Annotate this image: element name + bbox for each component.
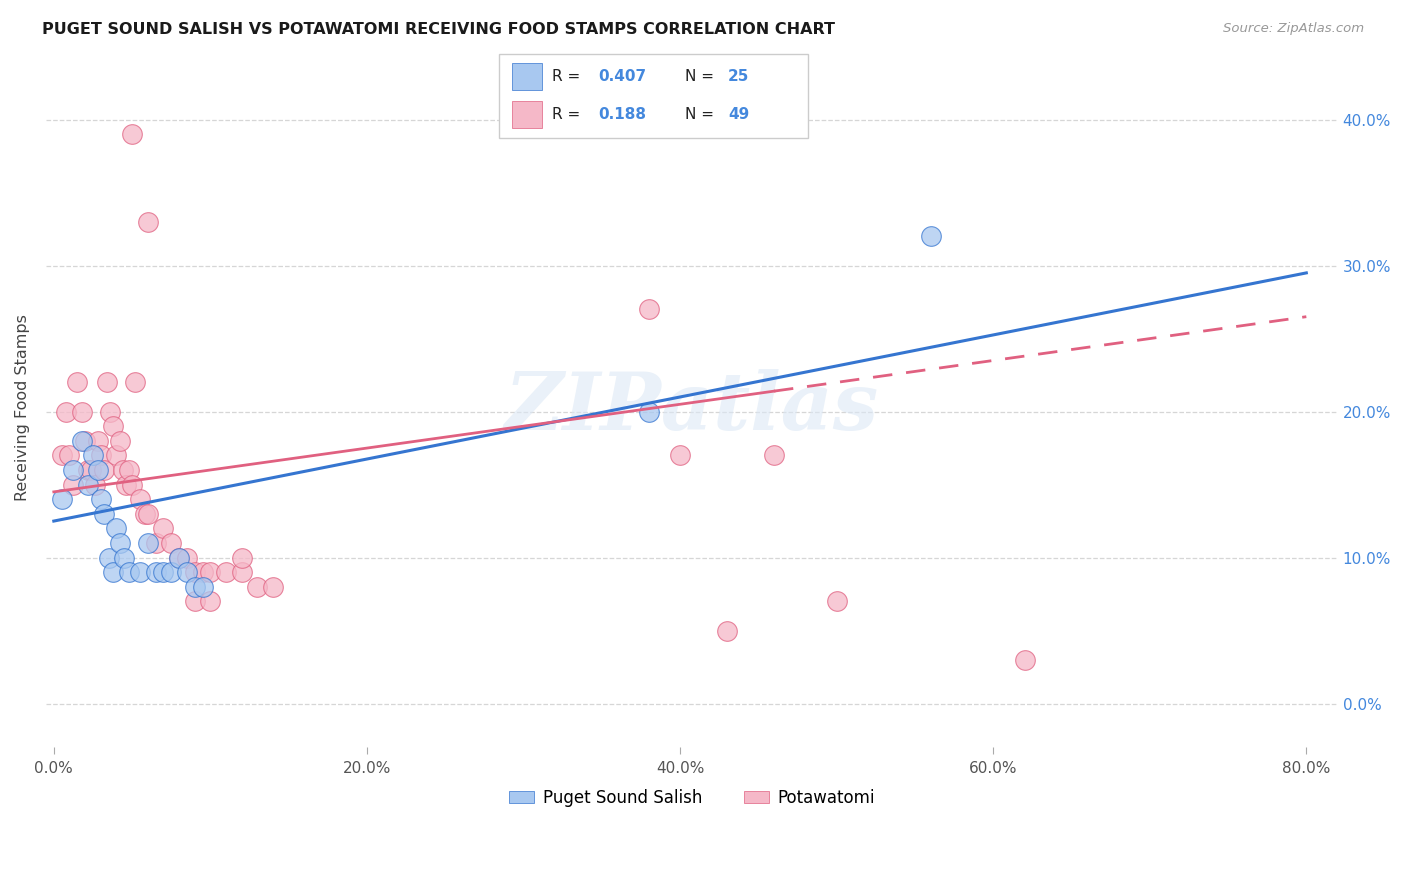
Point — [108, 536, 131, 550]
Point — [121, 477, 143, 491]
Text: Source: ZipAtlas.com: Source: ZipAtlas.com — [1223, 22, 1364, 36]
Y-axis label: Receiving Food Stamps: Receiving Food Stamps — [15, 315, 30, 501]
Point — [82, 449, 104, 463]
Point — [129, 492, 152, 507]
Point — [90, 449, 112, 463]
Point — [145, 536, 167, 550]
Text: R =: R = — [551, 69, 585, 84]
Point — [114, 477, 136, 491]
Point — [129, 565, 152, 579]
Point — [160, 536, 183, 550]
Point — [231, 550, 253, 565]
Point — [191, 580, 214, 594]
Point — [136, 536, 159, 550]
Point — [200, 565, 222, 579]
Point — [108, 434, 131, 448]
Point — [58, 449, 80, 463]
Point — [183, 580, 205, 594]
Point — [86, 434, 108, 448]
Point — [716, 624, 738, 638]
Point — [75, 434, 97, 448]
Point — [105, 521, 128, 535]
Text: 25: 25 — [728, 69, 749, 84]
Point — [90, 492, 112, 507]
Point — [215, 565, 238, 579]
Point — [86, 463, 108, 477]
Point — [176, 565, 198, 579]
Point — [111, 463, 134, 477]
Text: 0.407: 0.407 — [598, 69, 647, 84]
Point — [152, 565, 174, 579]
Point — [77, 463, 100, 477]
Point — [51, 449, 73, 463]
FancyBboxPatch shape — [499, 54, 808, 138]
Point — [1014, 653, 1036, 667]
Point — [231, 565, 253, 579]
Point — [97, 550, 120, 565]
Point — [103, 565, 125, 579]
Point — [136, 215, 159, 229]
Point — [103, 419, 125, 434]
Point — [51, 492, 73, 507]
Text: 0.188: 0.188 — [598, 107, 647, 122]
Point — [124, 376, 146, 390]
Point — [637, 302, 659, 317]
Point — [77, 477, 100, 491]
Point — [160, 565, 183, 579]
Text: 49: 49 — [728, 107, 749, 122]
Point — [96, 376, 118, 390]
Point — [176, 550, 198, 565]
Point — [246, 580, 269, 594]
Point — [200, 594, 222, 608]
Point — [62, 477, 84, 491]
Point — [93, 463, 115, 477]
Point — [98, 404, 121, 418]
Point — [136, 507, 159, 521]
Point — [70, 404, 93, 418]
FancyBboxPatch shape — [512, 62, 543, 90]
Point — [920, 229, 942, 244]
Text: PUGET SOUND SALISH VS POTAWATOMI RECEIVING FOOD STAMPS CORRELATION CHART: PUGET SOUND SALISH VS POTAWATOMI RECEIVI… — [42, 22, 835, 37]
Point — [70, 434, 93, 448]
Point — [183, 565, 205, 579]
Point — [66, 376, 89, 390]
Text: N =: N = — [685, 107, 718, 122]
Point — [669, 449, 692, 463]
Text: R =: R = — [551, 107, 589, 122]
Point — [118, 565, 141, 579]
Point — [167, 550, 190, 565]
Point — [134, 507, 156, 521]
Point — [762, 449, 785, 463]
FancyBboxPatch shape — [512, 101, 543, 128]
Point — [637, 404, 659, 418]
Point — [55, 404, 77, 418]
Point — [118, 463, 141, 477]
Point — [825, 594, 848, 608]
Point — [152, 521, 174, 535]
Point — [183, 594, 205, 608]
Text: ZIP​atlas: ZIP​atlas — [505, 369, 879, 447]
Point — [191, 565, 214, 579]
Point — [62, 463, 84, 477]
Point — [167, 550, 190, 565]
Point — [121, 127, 143, 141]
Point — [145, 565, 167, 579]
Text: N =: N = — [685, 69, 718, 84]
Point — [105, 449, 128, 463]
Point — [80, 463, 103, 477]
Point — [83, 477, 105, 491]
Legend: Puget Sound Salish, Potawatomi: Puget Sound Salish, Potawatomi — [502, 782, 882, 814]
Point — [262, 580, 284, 594]
Point — [93, 507, 115, 521]
Point — [112, 550, 135, 565]
